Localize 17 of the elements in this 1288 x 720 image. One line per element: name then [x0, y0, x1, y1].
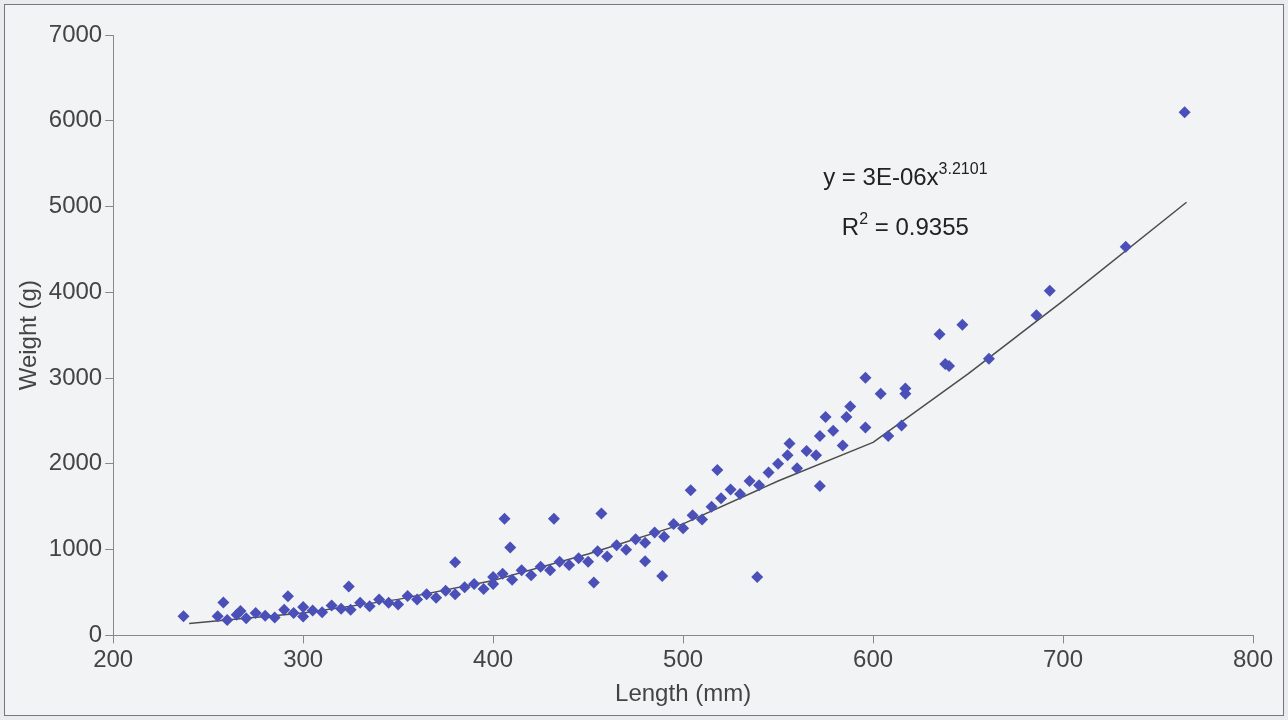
x-tick-label: 400	[473, 645, 514, 673]
x-axis-title: Length (mm)	[615, 679, 752, 707]
y-axis-title: Weight (g)	[14, 280, 42, 391]
y-tick-label: 5000	[48, 191, 103, 219]
y-tick-label: 2000	[48, 448, 103, 476]
x-tick-label: 200	[93, 645, 134, 673]
x-tick-label: 700	[1043, 645, 1084, 673]
x-tick-label: 800	[1232, 645, 1274, 673]
y-tick-label: 7000	[48, 19, 103, 47]
y-tick-label: 3000	[48, 362, 103, 390]
y-tick-label: 4000	[48, 276, 103, 304]
y-tick-label: 6000	[48, 105, 103, 133]
x-tick-label: 300	[283, 645, 324, 673]
y-tick-label: 0	[88, 620, 103, 648]
x-tick-label: 600	[853, 645, 894, 673]
y-tick-label: 1000	[48, 534, 103, 562]
x-tick-label: 500	[663, 645, 704, 673]
